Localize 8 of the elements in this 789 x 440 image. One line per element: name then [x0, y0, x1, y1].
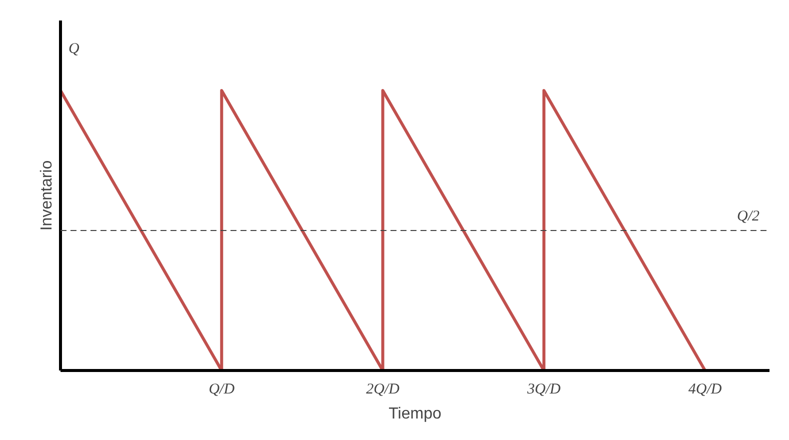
x-tick-label: 4Q/D [688, 382, 722, 398]
x-axis-title: Tiempo [388, 406, 442, 422]
text: Q [68, 40, 80, 57]
y-axis-title: Inventario [38, 160, 56, 231]
x-tick-label: 3Q/D [526, 382, 561, 398]
x-tick-label: Q/D [208, 382, 235, 398]
x-tick-label: 2Q/D [366, 382, 400, 398]
ref-line-label: Q/2 [737, 208, 760, 224]
